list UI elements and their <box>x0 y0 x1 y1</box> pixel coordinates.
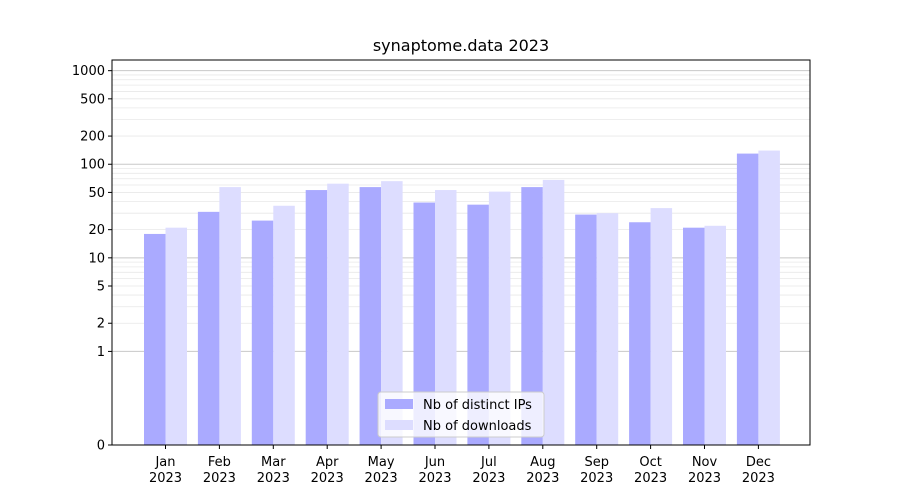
bar-distinct-ips-feb <box>197 211 220 445</box>
bar-downloads-apr <box>327 183 349 445</box>
bar-downloads-jan <box>165 227 187 445</box>
bar-downloads-aug <box>542 179 565 445</box>
x-tick-label-year: 2023 <box>526 471 559 486</box>
bar-downloads-feb <box>219 187 241 445</box>
bar-distinct-ips-nov <box>683 227 705 445</box>
bar-distinct-ips-jul <box>467 204 489 445</box>
legend-label-downloads: Nb of downloads <box>423 419 532 434</box>
x-tick-label-month: Feb <box>208 455 231 470</box>
bar-distinct-ips-jun <box>413 202 435 445</box>
x-tick-label-year: 2023 <box>203 471 236 486</box>
legend: Nb of distinct IPs Nb of downloads <box>377 391 545 438</box>
x-tick-label-year: 2023 <box>365 471 398 486</box>
x-tick-label-month: Dec <box>746 455 771 470</box>
x-tick-label-month: May <box>368 455 395 470</box>
bar-downloads-mar <box>273 205 295 445</box>
bar-downloads-jun <box>435 190 457 445</box>
bar-distinct-ips-oct <box>629 222 651 445</box>
bar-distinct-ips-mar <box>251 220 274 445</box>
x-axis: Jan2023Feb2023Mar2023Apr2023May2023Jun20… <box>149 445 775 486</box>
y-tick-label: 2 <box>97 317 105 332</box>
bar-downloads-nov <box>704 225 726 445</box>
x-tick-label-month: Jan <box>154 455 175 470</box>
x-tick-label-month: Jun <box>424 455 445 470</box>
x-tick-label-year: 2023 <box>634 471 667 486</box>
x-tick-label-year: 2023 <box>257 471 290 486</box>
x-tick-label-year: 2023 <box>580 471 613 486</box>
y-tick-label: 50 <box>88 186 105 201</box>
x-tick-label-month: Mar <box>261 455 286 470</box>
legend-swatch-distinct-ips <box>385 399 413 409</box>
chart-title: synaptome.data 2023 <box>373 36 549 55</box>
legend-box <box>377 391 545 438</box>
x-tick-label-year: 2023 <box>418 471 451 486</box>
x-tick-label-month: Aug <box>530 455 555 470</box>
bar-distinct-ips-aug <box>521 187 543 445</box>
x-tick-label-month: Apr <box>316 455 339 470</box>
bar-distinct-ips-apr <box>305 190 328 445</box>
legend-swatch-downloads <box>385 420 413 430</box>
bar-downloads-dec <box>758 150 780 445</box>
y-tick-label: 100 <box>80 158 105 173</box>
bar-downloads-sep <box>596 213 619 445</box>
y-axis: 0 1 2 5 10 20 50 100 200 500 1000 <box>72 64 112 454</box>
x-tick-label-year: 2023 <box>311 471 344 486</box>
bar-downloads-jul <box>488 191 511 445</box>
y-tick-label: 20 <box>88 223 105 238</box>
plot-frame <box>111 59 811 446</box>
bar-distinct-ips-sep <box>575 214 597 445</box>
x-tick-label-month: Jul <box>480 455 497 470</box>
y-tick-label: 1 <box>97 345 105 360</box>
x-tick-label-year: 2023 <box>688 471 721 486</box>
bar-distinct-ips-dec <box>736 153 759 446</box>
y-tick-label: 10 <box>88 251 105 266</box>
bar-downloads-oct <box>650 208 673 445</box>
y-tick-label: 5 <box>97 280 105 295</box>
x-tick-label-year: 2023 <box>742 471 775 486</box>
x-tick-label-month: Sep <box>584 455 609 470</box>
x-tick-label-year: 2023 <box>472 471 505 486</box>
bar-downloads-may <box>381 181 403 445</box>
bar-distinct-ips-jan <box>144 233 166 445</box>
y-tick-label: 500 <box>80 92 105 107</box>
x-tick-label-month: Nov <box>692 455 718 470</box>
bar-distinct-ips-may <box>359 187 382 445</box>
legend-label-distinct-ips: Nb of distinct IPs <box>423 398 532 413</box>
y-tick-label: 1000 <box>72 64 105 79</box>
x-tick-label-month: Oct <box>639 455 661 470</box>
x-tick-label-year: 2023 <box>149 471 182 486</box>
bars <box>144 150 780 446</box>
y-tick-label: 200 <box>80 130 105 145</box>
y-tick-label: 0 <box>97 439 105 454</box>
